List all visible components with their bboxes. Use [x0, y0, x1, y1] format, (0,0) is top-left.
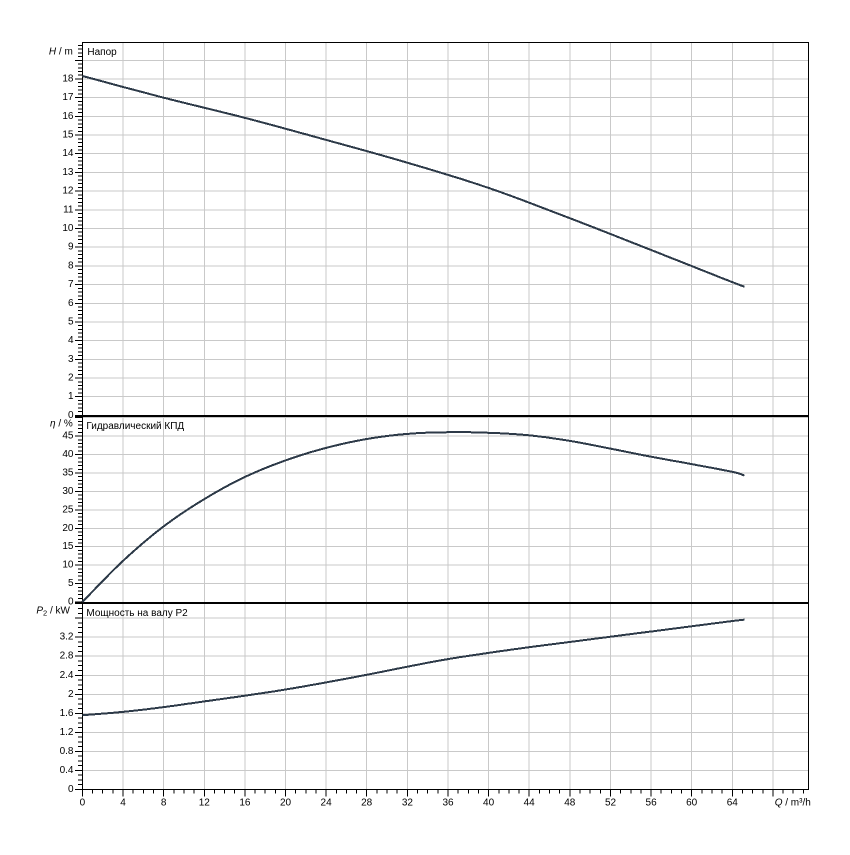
svg-text:60: 60 — [686, 798, 698, 809]
svg-text:Мощность на валу P2: Мощность на валу P2 — [86, 608, 188, 619]
svg-text:12: 12 — [199, 798, 211, 809]
svg-text:20: 20 — [62, 523, 74, 534]
svg-text:15: 15 — [62, 130, 74, 141]
svg-text:1.6: 1.6 — [60, 708, 74, 719]
svg-text:5: 5 — [68, 316, 74, 327]
svg-text:44: 44 — [524, 798, 536, 809]
svg-text:3.2: 3.2 — [60, 632, 74, 643]
svg-text:H / m: H / m — [49, 47, 73, 58]
svg-text:2.8: 2.8 — [60, 651, 74, 662]
svg-text:P2 / kW: P2 / kW — [36, 606, 70, 618]
svg-text:8: 8 — [161, 798, 167, 809]
svg-text:11: 11 — [63, 204, 74, 215]
svg-text:1: 1 — [68, 391, 74, 402]
svg-text:35: 35 — [62, 468, 74, 479]
svg-text:10: 10 — [62, 223, 74, 234]
svg-text:2: 2 — [68, 689, 74, 700]
svg-text:7: 7 — [68, 279, 74, 290]
svg-text:12: 12 — [62, 186, 74, 197]
svg-text:10: 10 — [62, 560, 74, 571]
svg-text:18: 18 — [62, 74, 74, 85]
svg-text:0.8: 0.8 — [60, 746, 74, 757]
svg-text:13: 13 — [62, 167, 74, 178]
svg-text:25: 25 — [62, 504, 74, 515]
svg-text:56: 56 — [646, 798, 658, 809]
svg-text:Напор: Напор — [87, 47, 117, 58]
svg-text:9: 9 — [68, 242, 74, 253]
svg-text:28: 28 — [361, 798, 373, 809]
svg-text:8: 8 — [68, 260, 74, 271]
svg-text:48: 48 — [564, 798, 576, 809]
svg-text:30: 30 — [62, 486, 74, 497]
svg-text:16: 16 — [62, 111, 74, 122]
svg-text:17: 17 — [62, 92, 74, 103]
svg-text:0: 0 — [68, 784, 74, 795]
svg-text:40: 40 — [62, 449, 74, 460]
svg-text:15: 15 — [62, 541, 74, 552]
svg-text:Q / m³/h: Q / m³/h — [775, 798, 811, 809]
svg-text:2: 2 — [68, 373, 74, 384]
svg-text:2.4: 2.4 — [60, 670, 74, 681]
svg-text:52: 52 — [605, 798, 617, 809]
svg-text:64: 64 — [727, 798, 739, 809]
svg-text:32: 32 — [402, 798, 414, 809]
svg-text:Гидравлический КПД: Гидравлический КПД — [86, 421, 184, 432]
svg-text:0: 0 — [80, 798, 86, 809]
svg-text:6: 6 — [68, 298, 74, 309]
svg-text:45: 45 — [62, 431, 74, 442]
svg-text:5: 5 — [68, 578, 74, 589]
svg-text:η / %: η / % — [50, 419, 73, 430]
svg-text:0: 0 — [68, 597, 74, 608]
svg-text:24: 24 — [321, 798, 333, 809]
svg-text:16: 16 — [239, 798, 251, 809]
svg-text:14: 14 — [62, 148, 74, 159]
svg-text:20: 20 — [280, 798, 292, 809]
svg-text:40: 40 — [483, 798, 495, 809]
svg-text:0.4: 0.4 — [60, 765, 74, 776]
svg-text:36: 36 — [442, 798, 454, 809]
svg-text:3: 3 — [68, 354, 74, 365]
svg-text:1.2: 1.2 — [60, 727, 74, 738]
svg-text:4: 4 — [120, 798, 126, 809]
svg-text:4: 4 — [68, 335, 74, 346]
svg-text:0: 0 — [68, 410, 74, 421]
